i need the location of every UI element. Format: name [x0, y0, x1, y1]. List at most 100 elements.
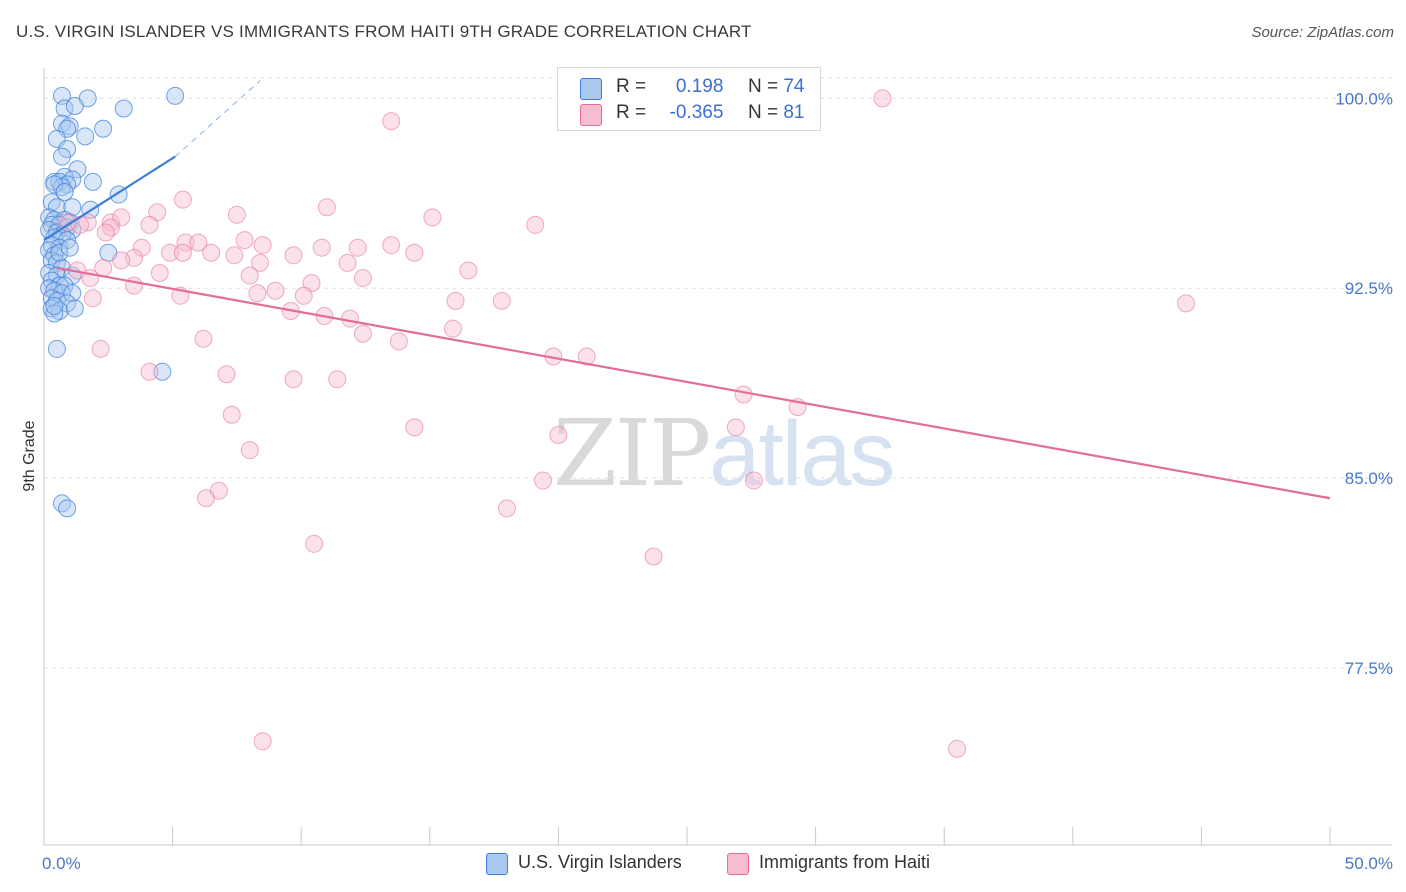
pink-point — [382, 236, 401, 255]
pink-point — [459, 261, 478, 280]
pink-point — [1176, 294, 1195, 313]
pink-point — [389, 332, 408, 351]
bottom-legend-label-pink: Immigrants from Haiti — [759, 852, 931, 872]
axes — [43, 68, 1392, 846]
pink-point — [443, 319, 462, 338]
y-axis-title: 9th Grade — [21, 420, 38, 491]
pink-point — [150, 264, 169, 283]
blue-point — [55, 99, 74, 118]
blue-point — [114, 99, 133, 118]
pink-point — [140, 362, 159, 381]
pink-point — [549, 425, 568, 444]
blue-point — [47, 253, 66, 272]
blue-point — [63, 284, 82, 303]
blue-point — [45, 296, 64, 315]
pink-point — [240, 266, 259, 285]
pink-point — [338, 253, 357, 272]
pink-point — [173, 190, 192, 209]
pink-point — [253, 732, 272, 751]
blue-point — [55, 183, 74, 202]
x-tick-label: 50.0% — [1345, 854, 1393, 873]
pink-point — [348, 238, 367, 257]
legend-n-value-blue: 74 — [783, 76, 805, 97]
bottom-legend-label-blue: U.S. Virgin Islanders — [518, 852, 682, 872]
tick-labels: 77.5% 85.0% 92.5% 100.0% 0.0% 50.0% 9th Grade — [21, 89, 1393, 873]
blue-point — [50, 243, 69, 262]
blue-point — [60, 238, 79, 257]
blue-point — [94, 119, 113, 138]
pink-point — [284, 246, 303, 265]
pink-point — [248, 284, 267, 303]
blue-point — [47, 339, 66, 358]
pink-trend-line — [56, 266, 1331, 500]
legend-r-value-blue: 0.198 — [675, 76, 724, 97]
pink-point — [91, 339, 110, 358]
blue-point — [58, 175, 77, 194]
pink-point — [225, 246, 244, 265]
legend-n-value-pink: 81 — [783, 102, 805, 123]
legend-n-label-blue: N = — [747, 76, 779, 97]
pink-point — [644, 547, 663, 566]
pink-point — [423, 208, 442, 227]
pink-point — [58, 213, 77, 232]
pink-point — [140, 215, 159, 234]
correlation-legend: R = 0.198 N = 74 R = -0.365 N = 81 — [557, 67, 821, 131]
blue-point — [60, 117, 79, 136]
bottom-legend-swatch-pink — [727, 853, 749, 875]
bottom-legend-swatch-blue — [486, 853, 508, 875]
blue-point — [65, 96, 84, 115]
x-tick-label: 0.0% — [42, 854, 81, 873]
grid-lines — [44, 77, 1392, 669]
pink-point — [317, 198, 336, 217]
pink-point — [194, 329, 213, 348]
pink-point — [744, 471, 763, 490]
pink-point — [96, 223, 115, 242]
blue-point — [53, 494, 72, 513]
legend-n-label-pink: N = — [747, 102, 779, 123]
pink-point — [112, 251, 131, 270]
blue-point — [42, 193, 61, 212]
pink-point — [227, 205, 246, 224]
blue-trend-extension — [174, 80, 261, 157]
pink-point — [726, 418, 745, 437]
pink-point — [253, 236, 272, 255]
pink-point — [240, 441, 259, 460]
pink-point — [533, 471, 552, 490]
pink-point — [251, 253, 270, 272]
blue-point — [83, 172, 102, 191]
pink-point — [83, 289, 102, 308]
pink-point — [294, 286, 313, 305]
y-tick-label: 100.0% — [1335, 89, 1393, 108]
pink-point — [341, 309, 360, 328]
pink-point — [497, 499, 516, 518]
blue-point — [58, 499, 77, 518]
blue-point — [45, 304, 64, 323]
legend-swatch-pink — [580, 104, 602, 126]
y-tick-label: 92.5% — [1345, 279, 1393, 298]
pink-point — [217, 365, 236, 384]
pink-point — [526, 215, 545, 234]
blue-point — [40, 208, 59, 227]
pink-point — [197, 489, 216, 508]
pink-point — [202, 243, 221, 262]
source-credit: Source: ZipAtlas.com — [1251, 24, 1394, 41]
pink-point — [266, 281, 285, 300]
blue-point — [65, 299, 84, 318]
pink-point — [446, 291, 465, 310]
legend-r-label-blue: R = — [616, 76, 647, 97]
blue-point — [55, 276, 74, 295]
pink-point — [189, 233, 208, 252]
pink-point — [173, 243, 192, 262]
pink-point — [405, 418, 424, 437]
legend-r-value-pink: -0.365 — [669, 102, 724, 123]
pink-point — [101, 218, 120, 237]
pink-point — [312, 238, 331, 257]
pink-point — [353, 324, 372, 343]
pink-point — [734, 385, 753, 404]
pink-point — [405, 243, 424, 262]
pink-point — [235, 231, 254, 250]
y-tick-label: 77.5% — [1345, 659, 1393, 678]
pink-point — [873, 89, 892, 108]
blue-point — [166, 86, 185, 105]
